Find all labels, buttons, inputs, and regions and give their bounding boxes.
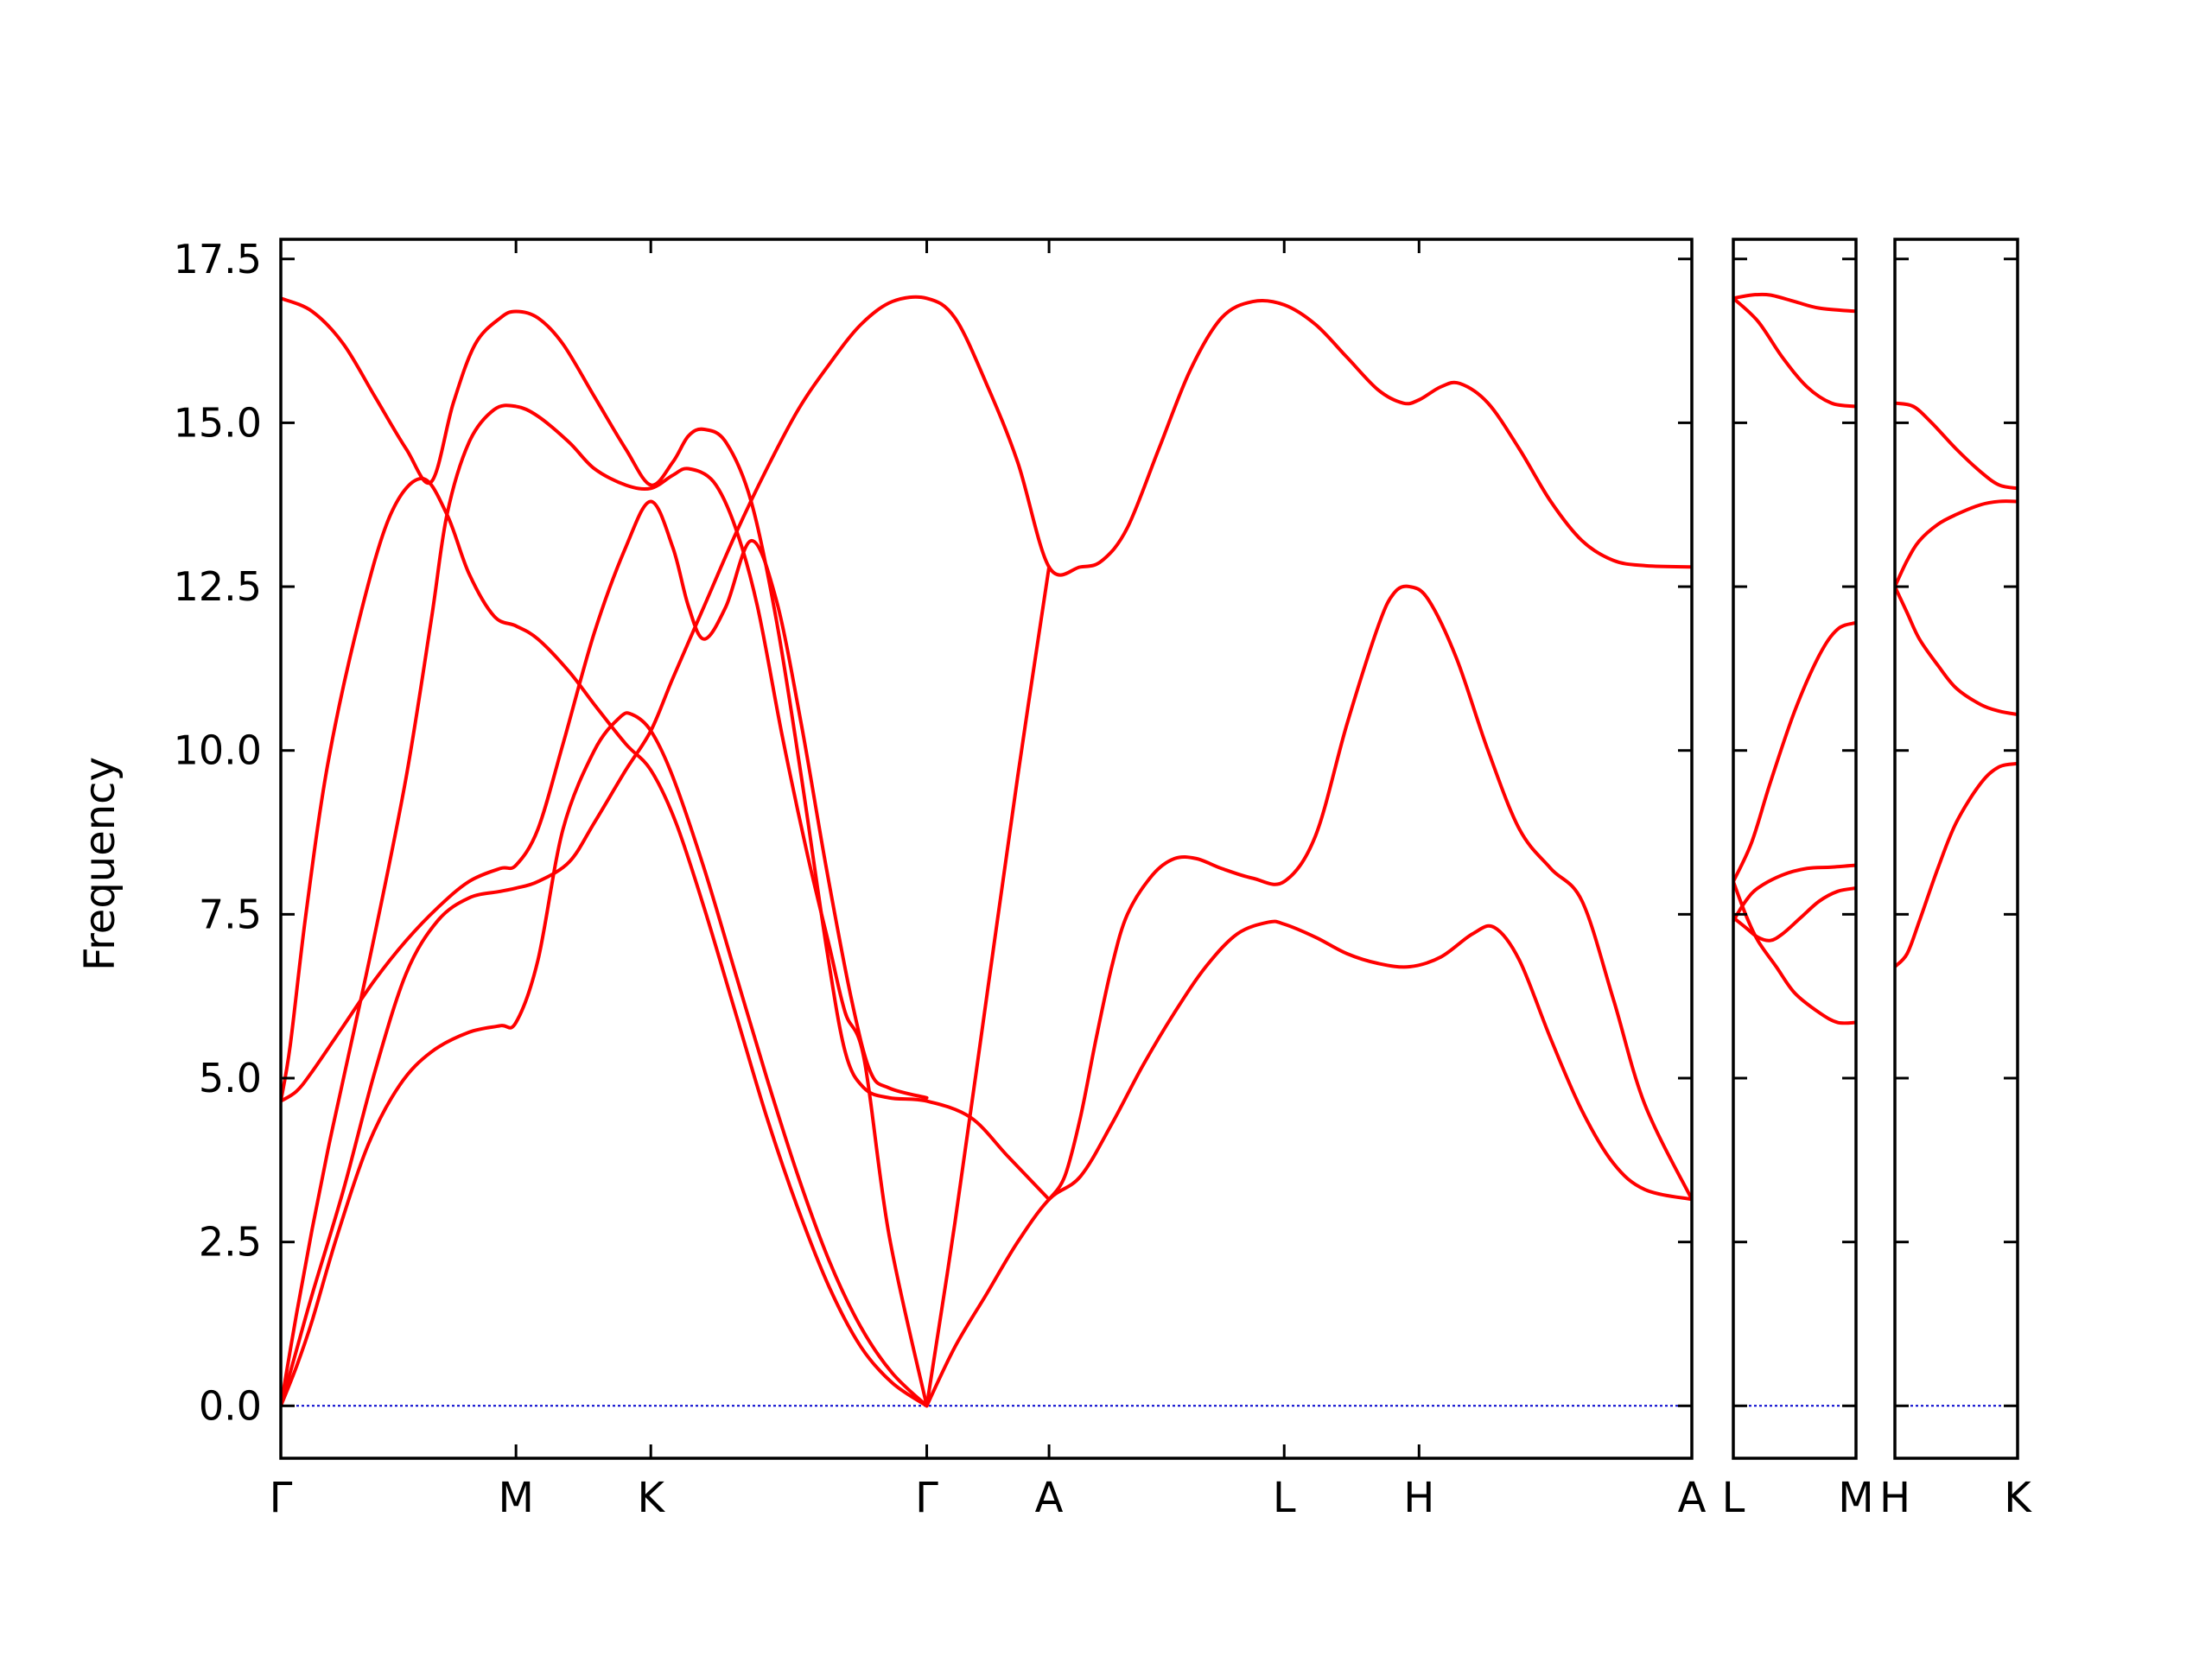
x-tick-label: Γ xyxy=(915,1474,938,1522)
band-line xyxy=(1733,886,1856,943)
y-tick-label: 12.5 xyxy=(174,563,262,610)
band-line xyxy=(925,565,1052,1408)
x-tick-label: M xyxy=(1838,1474,1873,1522)
band-line xyxy=(1895,761,2018,969)
y-axis-label: Frequency xyxy=(76,757,124,971)
band-line xyxy=(1047,584,1692,1202)
x-tick-label: Γ xyxy=(270,1474,293,1522)
x-tick-label: H xyxy=(1879,1474,1910,1522)
y-tick-label: 2.5 xyxy=(199,1219,262,1266)
y-tick-label: 0.0 xyxy=(199,1382,262,1429)
band-line xyxy=(281,295,1692,1408)
band-line xyxy=(925,919,1692,1408)
band-line xyxy=(1733,863,1856,923)
x-tick-label: A xyxy=(1035,1474,1064,1522)
band-line xyxy=(281,476,929,1408)
y-tick-label: 10.0 xyxy=(174,727,262,774)
y-tick-label: 5.0 xyxy=(199,1055,262,1101)
x-tick-label: M xyxy=(498,1474,533,1522)
x-tick-label: L xyxy=(1722,1474,1745,1522)
y-tick-label: 7.5 xyxy=(199,891,262,937)
band-line xyxy=(1733,879,1856,1025)
panel-frame xyxy=(279,238,1694,1460)
band-line xyxy=(1895,499,2018,589)
x-tick-label: A xyxy=(1678,1474,1707,1522)
x-tick-label: L xyxy=(1273,1474,1296,1522)
x-tick-label: K xyxy=(637,1474,665,1522)
panel-frame xyxy=(1893,238,2019,1460)
y-tick-label: 17.5 xyxy=(174,236,262,282)
x-tick-label: K xyxy=(2004,1474,2032,1522)
band-line xyxy=(1733,296,1856,409)
band-line xyxy=(1733,292,1856,314)
band-line xyxy=(1733,620,1856,884)
band-line xyxy=(281,499,929,1103)
band-line xyxy=(281,711,929,1408)
panel-frame xyxy=(1732,238,1858,1460)
y-tick-label: 15.0 xyxy=(174,399,262,446)
x-tick-label: H xyxy=(1403,1474,1434,1522)
band-line xyxy=(281,403,929,1408)
band-line xyxy=(1895,585,2018,716)
band-line xyxy=(281,296,1052,1202)
band-line xyxy=(1895,401,2018,491)
